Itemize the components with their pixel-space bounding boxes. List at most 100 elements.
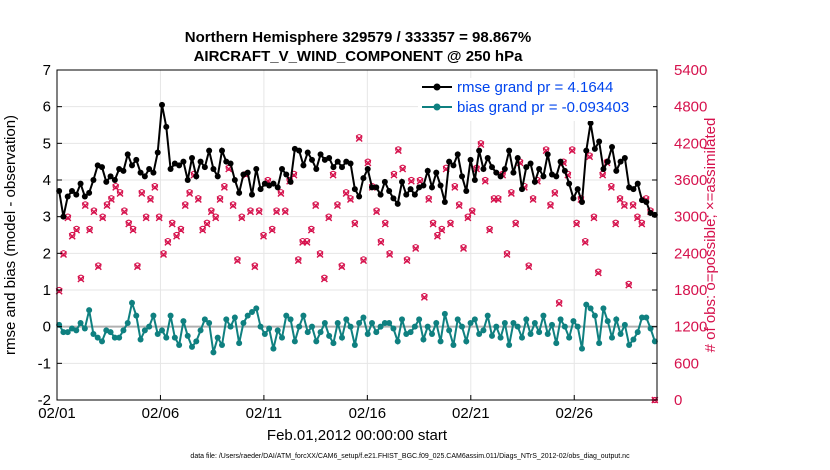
obs-assimilated-point	[220, 183, 228, 191]
rmse-point	[600, 166, 607, 172]
obs-assimilated-point	[346, 196, 354, 204]
obs-assimilated-point	[112, 183, 120, 191]
obs-assimilated-point	[255, 208, 263, 216]
rmse-point	[407, 186, 414, 193]
rmse-point	[86, 189, 93, 196]
rmse-point	[60, 213, 67, 220]
obs-assimilated-point	[68, 232, 76, 240]
bias-point	[309, 323, 315, 330]
obs-possible-point	[103, 201, 111, 208]
bias-point	[326, 332, 333, 339]
rmse-point	[643, 199, 650, 205]
bias-point	[274, 327, 281, 334]
obs-possible-point	[156, 213, 163, 220]
rmse-point	[201, 164, 208, 171]
obs-assimilated-point	[394, 147, 402, 155]
rmse-point	[347, 160, 354, 167]
bias-point	[553, 340, 560, 347]
rmse-point	[369, 184, 375, 191]
bias-point	[651, 338, 658, 345]
rmse-point	[489, 164, 495, 171]
bias-point	[561, 323, 568, 330]
obs-assimilated-point	[94, 263, 102, 271]
bias-point	[536, 329, 543, 336]
obs-assimilated-point	[103, 202, 111, 210]
rmse-point	[90, 177, 97, 183]
obs-assimilated-point	[138, 189, 146, 197]
y2-tick-label: 1800	[674, 282, 707, 299]
rmse-point	[377, 191, 384, 198]
rmse-point	[484, 155, 491, 161]
obs-assimilated-point	[129, 226, 137, 234]
rmse-point	[630, 186, 637, 193]
rmse-point	[501, 166, 508, 172]
obs-possible-point	[338, 262, 345, 269]
bias-point	[364, 331, 371, 337]
obs-possible-point	[586, 152, 593, 159]
obs-assimilated-point	[86, 226, 94, 234]
obs-possible-point	[216, 195, 224, 202]
obs-assimilated-point	[107, 196, 115, 204]
obs-possible-point	[529, 195, 537, 202]
obs-assimilated-point	[512, 220, 520, 228]
rmse-point	[159, 101, 165, 108]
bias-point	[351, 342, 358, 348]
rmse-point	[446, 158, 453, 165]
obs-assimilated-point	[268, 226, 276, 234]
legend-bias-marker	[433, 103, 441, 111]
rmse-point	[214, 173, 221, 180]
obs-possible-point	[621, 201, 628, 208]
rmse-point	[621, 155, 628, 161]
bias-point	[223, 316, 230, 323]
bias-point	[540, 312, 547, 319]
bias-point	[591, 312, 598, 319]
bias-point	[519, 334, 525, 341]
bias-point	[296, 323, 303, 330]
obs-possible-point	[282, 207, 289, 214]
bias-point	[527, 331, 534, 337]
obs-assimilated-point	[125, 220, 133, 228]
rmse-point	[184, 177, 191, 183]
obs-possible-point	[447, 219, 454, 226]
obs-possible-point	[264, 176, 272, 184]
obs-assimilated-point	[325, 214, 333, 222]
obs-assimilated-point	[320, 275, 328, 283]
bias-point	[159, 327, 165, 334]
y-tick-label: 5	[43, 135, 51, 152]
bias-point	[480, 327, 487, 334]
bias-point	[489, 332, 495, 339]
obs-assimilated-point	[355, 134, 363, 142]
bias-point	[544, 331, 551, 337]
rmse-point	[236, 189, 243, 196]
bias-point	[437, 338, 444, 345]
rmse-point	[476, 147, 483, 154]
bias-point	[141, 327, 148, 334]
obs-possible-point	[260, 231, 267, 239]
obs-possible-point	[295, 256, 302, 263]
obs-assimilated-point	[303, 238, 311, 246]
y-tick-label: -2	[38, 392, 51, 409]
x-tick-label: 02/26	[555, 405, 593, 422]
obs-possible-point	[482, 176, 489, 184]
obs-possible-point	[464, 213, 472, 220]
obs-possible-point	[382, 219, 389, 226]
obs-possible-point	[325, 213, 332, 220]
obs-assimilated-point	[429, 220, 437, 228]
rmse-point	[506, 147, 513, 154]
rmse-point	[544, 151, 551, 158]
rmse-point	[137, 169, 144, 176]
rmse-point	[403, 191, 410, 198]
obs-assimilated-point	[333, 202, 341, 210]
x-tick-label: 02/11	[246, 405, 282, 422]
bias-point	[399, 316, 405, 323]
obs-assimilated-point	[168, 220, 176, 228]
rmse-point	[527, 160, 534, 167]
rmse-point	[180, 158, 187, 165]
rmse-point	[360, 175, 367, 182]
bias-point	[467, 320, 474, 326]
rmse-point	[519, 186, 525, 193]
y2-tick-label: 600	[674, 355, 699, 372]
obs-possible-point	[356, 134, 363, 141]
rmse-point	[163, 123, 170, 130]
obs-possible-point	[469, 207, 476, 214]
